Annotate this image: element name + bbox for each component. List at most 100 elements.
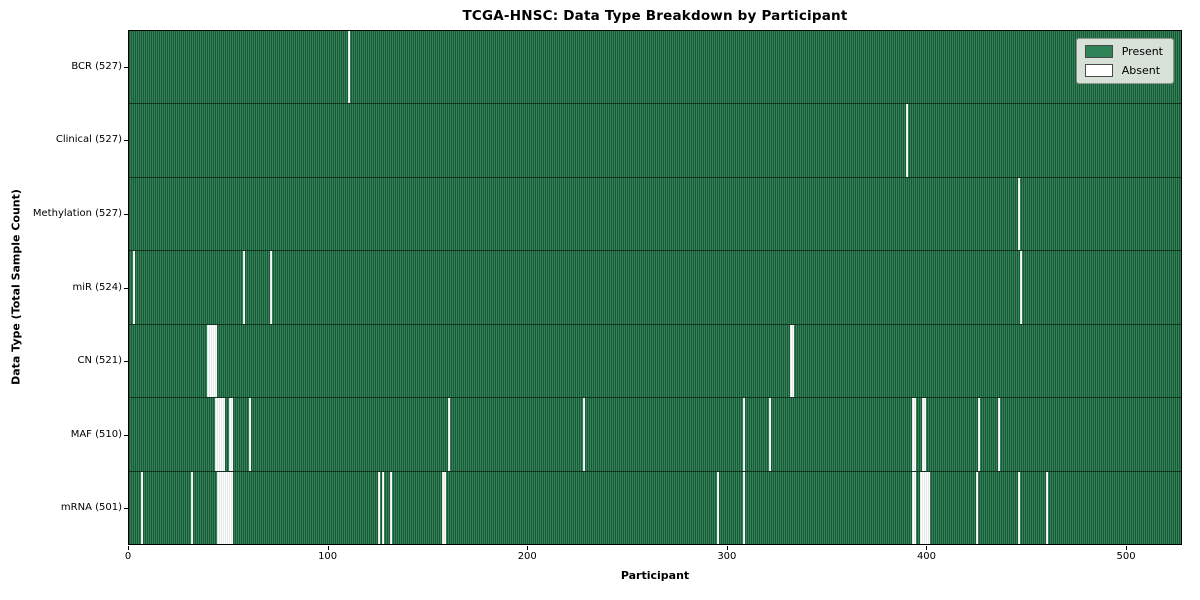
- ytick-label-miR: miR (524): [72, 281, 122, 293]
- absent-stripe: [1017, 177, 1020, 251]
- ytick-mark: [124, 361, 128, 363]
- absent-stripe: [382, 471, 385, 544]
- absent-stripe: [218, 471, 221, 544]
- absent-stripe: [441, 471, 444, 544]
- absent-stripe: [1045, 471, 1048, 544]
- ytick-mark: [124, 287, 128, 289]
- absent-stripe: [226, 471, 229, 544]
- ytick-label-Clinical: Clinical (527): [55, 134, 122, 146]
- plot-area: Present Absent: [128, 30, 1182, 545]
- absent-stripe: [443, 471, 446, 544]
- absent-stripe: [228, 471, 231, 544]
- absent-stripe: [1019, 251, 1022, 324]
- absent-stripe: [348, 31, 351, 104]
- absent-stripe: [270, 251, 273, 324]
- absent-stripe: [742, 471, 745, 544]
- ytick-label-MAF: MAF (510): [70, 428, 122, 440]
- xtick-label-100: 100: [318, 551, 338, 562]
- legend-item-absent: Absent: [1084, 64, 1163, 77]
- absent-stripe: [228, 398, 231, 471]
- absent-stripe: [212, 324, 215, 398]
- absent-stripe: [224, 471, 227, 544]
- legend-label-absent: Absent: [1121, 64, 1161, 77]
- xtick-mark: [726, 546, 728, 550]
- ytick-mark: [124, 508, 128, 510]
- absent-stripe: [921, 398, 924, 471]
- absent-stripe: [742, 398, 745, 471]
- absent-stripe: [768, 398, 771, 471]
- absent-stripe: [140, 471, 143, 544]
- absent-stripe: [390, 471, 392, 544]
- absent-stripe: [914, 398, 916, 471]
- absent-stripe: [447, 398, 450, 471]
- absent-stripe: [716, 471, 719, 544]
- absent-stripe: [206, 324, 209, 398]
- absent-stripe: [923, 471, 926, 544]
- absent-stripe: [218, 398, 221, 471]
- xtick-mark: [327, 546, 329, 550]
- legend-item-present: Present: [1084, 45, 1163, 58]
- absent-stripe: [220, 398, 223, 471]
- chart-title: TCGA-HNSC: Data Type Breakdown by Partic…: [462, 8, 848, 24]
- absent-stripe: [925, 471, 928, 544]
- legend-label-present: Present: [1121, 45, 1163, 58]
- absent-stripe: [997, 398, 1000, 471]
- absent-stripe: [378, 471, 381, 544]
- row-MAF: [129, 398, 1181, 472]
- ytick-mark: [124, 213, 128, 215]
- legend: Present Absent: [1075, 38, 1174, 84]
- absent-stripe: [1017, 471, 1020, 544]
- absent-stripe: [216, 398, 219, 471]
- absent-stripe: [210, 324, 213, 398]
- ytick-label-BCR: BCR (527): [71, 60, 122, 72]
- absent-stripe: [216, 471, 219, 544]
- x-axis-label: Participant: [620, 569, 690, 582]
- ytick-label-CN: CN (521): [77, 355, 122, 367]
- ytick-label-Methylation: Methylation (527): [32, 207, 122, 219]
- absent-stripe: [222, 398, 225, 471]
- absent-stripe: [912, 398, 915, 471]
- absent-stripe: [214, 324, 217, 398]
- xtick-mark: [926, 546, 928, 550]
- absent-stripe: [242, 251, 245, 324]
- absent-stripe: [927, 471, 930, 544]
- xtick-label-300: 300: [717, 551, 737, 562]
- absent-stripe: [132, 251, 135, 324]
- xtick-mark: [527, 546, 529, 550]
- absent-stripe: [977, 398, 980, 471]
- absent-stripe: [220, 471, 223, 544]
- row-Methylation: [129, 177, 1181, 252]
- absent-stripe: [914, 471, 916, 544]
- absent-stripe: [919, 471, 922, 544]
- absent-stripe: [792, 324, 795, 398]
- absent-stripe: [230, 398, 233, 471]
- xtick-mark: [1126, 546, 1128, 550]
- absent-swatch-icon: [1084, 64, 1113, 77]
- absent-stripe: [583, 398, 586, 471]
- absent-stripe: [921, 471, 924, 544]
- absent-stripe: [230, 471, 233, 544]
- ytick-label-mRNA: mRNA (501): [60, 502, 122, 514]
- absent-stripe: [906, 104, 909, 177]
- absent-stripe: [248, 398, 251, 471]
- xtick-label-200: 200: [517, 551, 537, 562]
- xtick-label-500: 500: [1116, 551, 1136, 562]
- absent-stripe: [790, 324, 793, 398]
- absent-stripe: [923, 398, 926, 471]
- ytick-mark: [124, 140, 128, 142]
- present-swatch-icon: [1084, 45, 1113, 58]
- row-Clinical: [129, 104, 1181, 178]
- xtick-label-0: 0: [124, 551, 132, 562]
- row-CN: [129, 324, 1181, 399]
- row-BCR: [129, 31, 1181, 105]
- absent-stripe: [208, 324, 211, 398]
- absent-stripe: [214, 398, 217, 471]
- xtick-label-400: 400: [916, 551, 937, 562]
- absent-stripe: [190, 471, 193, 544]
- xtick-mark: [128, 546, 129, 550]
- row-mRNA: [129, 471, 1181, 544]
- absent-stripe: [975, 471, 978, 544]
- absent-stripe: [912, 471, 915, 544]
- ytick-mark: [124, 434, 128, 436]
